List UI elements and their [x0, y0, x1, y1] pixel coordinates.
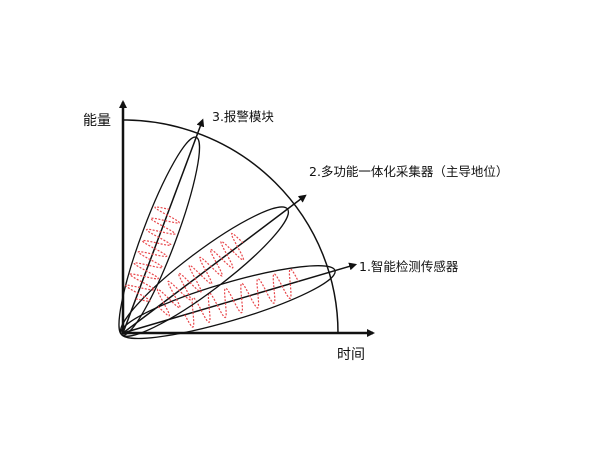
signal-wave	[156, 232, 245, 317]
beam-label-1: 1.智能检测传感器	[359, 259, 459, 274]
x-axis-label: 时间	[337, 347, 365, 363]
signal-wave	[184, 268, 299, 328]
energy-arc	[122, 119, 339, 334]
beam-arrow	[122, 262, 358, 334]
beam-label-2: 2.多功能一体化采集器（主导地位）	[309, 164, 508, 179]
beam-1	[120, 262, 358, 340]
signal-wave	[125, 206, 180, 302]
beam-arrow	[122, 118, 205, 334]
beam-label-3: 3.报警模块	[212, 109, 274, 124]
beam-arrow	[122, 194, 307, 334]
beam-2	[119, 194, 307, 337]
y-axis-label: 能量	[83, 113, 111, 129]
beam-3	[118, 118, 205, 336]
